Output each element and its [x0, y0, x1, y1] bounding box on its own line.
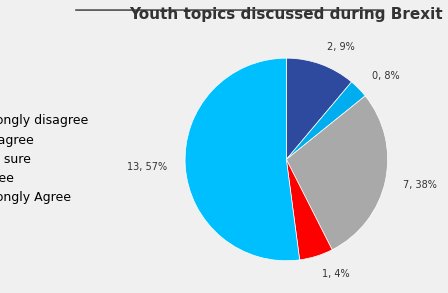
Title: Youth topics discussed during Brexit: Youth topics discussed during Brexit [129, 7, 443, 22]
Text: 0, 8%: 0, 8% [372, 71, 399, 81]
Wedge shape [286, 58, 352, 159]
Text: 2, 9%: 2, 9% [327, 42, 355, 52]
Text: 13, 57%: 13, 57% [127, 162, 167, 172]
Text: 7, 38%: 7, 38% [403, 180, 437, 190]
Wedge shape [286, 159, 332, 260]
Wedge shape [185, 58, 300, 261]
Text: 1, 4%: 1, 4% [322, 269, 349, 279]
Wedge shape [286, 96, 388, 250]
Wedge shape [286, 82, 365, 159]
Legend: Strongly disagree, Disagree, Not sure, Agree, Strongly Agree: Strongly disagree, Disagree, Not sure, A… [0, 110, 94, 209]
